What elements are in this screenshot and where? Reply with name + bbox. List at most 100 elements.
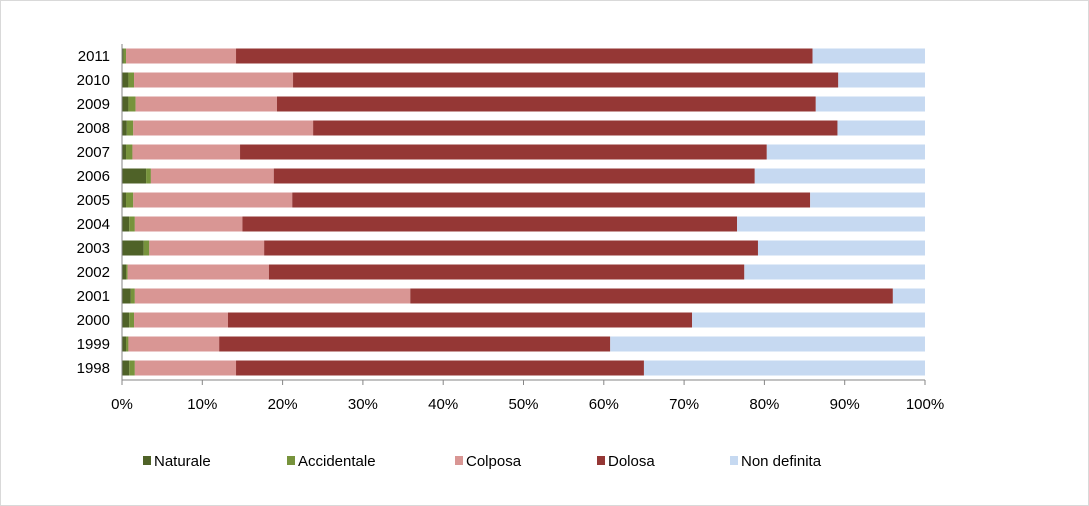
bar-segment-colposa-2004 [134,216,243,232]
legend: Naturale Accidentale Colposa Dolosa Non defi… [143,453,822,470]
bar-segment-naturale-2010 [122,72,129,88]
y-tick-labels: 2011 2010 2009 2008 2007 2006 2005 2004 2003 2002… [77,48,110,377]
y-tick-label: 1999 [77,336,110,353]
bar-segment-dolosa-2010 [293,72,839,88]
bar-segment-non-definita-2004 [737,216,925,232]
y-tick-label: 2002 [77,264,110,281]
bar-segment-naturale-2006 [122,168,147,184]
bar-segment-dolosa-2000 [228,312,693,328]
bar-segment-dolosa-1999 [219,336,611,352]
y-tick-label: 2008 [77,120,110,137]
legend-swatch-non-definita [730,456,738,465]
bar-segment-non-definita-2005 [810,192,925,208]
bars-group [122,48,926,376]
bar-segment-accidentale-2004 [129,216,135,232]
y-tick-label: 2004 [77,216,110,233]
bar-segment-dolosa-2002 [268,264,745,280]
bar-segment-colposa-1999 [128,336,220,352]
bar-segment-accidentale-1999 [126,336,129,352]
bar-segment-non-definita-2006 [754,168,925,184]
bar-segment-colposa-2003 [149,240,265,256]
bar-segment-naturale-1998 [122,360,130,376]
legend-label-colposa: Colposa [466,453,522,470]
legend-swatch-naturale [143,456,151,465]
y-tick-label: 2005 [77,192,110,209]
bar-segment-non-definita-2007 [766,144,925,160]
bar-segment-colposa-2008 [133,120,314,136]
legend-label-dolosa: Dolosa [608,453,655,470]
bar-segment-non-definita-2003 [757,240,925,256]
bar-segment-non-definita-1998 [643,360,925,376]
y-tick-label: 1998 [77,360,110,377]
bar-segment-non-definita-2008 [837,120,925,136]
x-tick-label: 50% [508,396,538,413]
y-tick-label: 2000 [77,312,110,329]
bar-segment-accidentale-1998 [129,360,135,376]
bar-segment-colposa-2005 [133,192,293,208]
bar-segment-accidentale-2001 [130,288,135,304]
bar-segment-colposa-2011 [126,48,237,64]
bar-segment-colposa-2007 [132,144,241,160]
legend-swatch-accidentale [287,456,295,465]
bar-segment-non-definita-2009 [815,96,925,112]
bar-segment-accidentale-2007 [126,144,133,160]
bar-segment-naturale-2005 [122,192,127,208]
bar-segment-colposa-2001 [134,288,411,304]
y-tick-label: 2006 [77,168,110,185]
y-tick-label: 2010 [77,72,110,89]
bar-segment-accidentale-2006 [146,168,151,184]
bar-segment-accidentale-2011 [123,48,127,64]
bar-segment-non-definita-2001 [892,288,925,304]
bar-segment-dolosa-2001 [410,288,893,304]
bar-segment-naturale-2004 [122,216,130,232]
x-tick-label: 40% [428,396,458,413]
bar-segment-dolosa-2009 [276,96,816,112]
bar-segment-accidentale-2000 [129,312,135,328]
bar-segment-non-definita-2002 [744,264,926,280]
legend-swatch-dolosa [597,456,605,465]
bar-segment-dolosa-2006 [273,168,755,184]
bar-segment-dolosa-1998 [236,360,644,376]
bar-segment-non-definita-2000 [692,312,925,328]
x-tick-label: 10% [187,396,217,413]
bar-segment-naturale-2007 [122,144,127,160]
bar-segment-accidentale-2008 [126,120,134,136]
x-tick-label: 100% [906,396,944,413]
y-tick-label: 2001 [77,288,110,305]
bar-segment-colposa-2000 [134,312,228,328]
legend-swatch-colposa [455,456,463,465]
bar-segment-naturale-2003 [122,240,144,256]
bar-segment-accidentale-2002 [126,264,128,280]
x-tick-label: 60% [589,396,619,413]
bar-segment-colposa-1998 [134,360,237,376]
bar-segment-non-definita-2011 [812,48,925,64]
bar-segment-dolosa-2004 [242,216,738,232]
x-tick-label: 0% [111,396,133,413]
bar-segment-naturale-2000 [122,312,130,328]
y-tick-label: 2009 [77,96,110,113]
x-tick-labels: 0% 10% 20% 30% 40% 50% 60% 70% 80% 90% 100% [111,380,944,413]
bar-segment-naturale-2002 [122,264,127,280]
bar-segment-colposa-2009 [135,96,277,112]
bar-segment-accidentale-2003 [143,240,150,256]
bar-segment-non-definita-1999 [610,336,925,352]
x-tick-label: 30% [348,396,378,413]
x-tick-label: 70% [669,396,699,413]
bar-segment-naturale-1999 [122,336,127,352]
bar-segment-dolosa-2003 [264,240,758,256]
bar-segment-colposa-2006 [150,168,274,184]
bar-segment-colposa-2002 [127,264,269,280]
bar-segment-non-definita-2010 [838,72,925,88]
y-tick-label: 2011 [78,48,110,65]
y-tick-label: 2003 [77,240,110,257]
bar-segment-dolosa-2005 [292,192,811,208]
y-tick-label: 2007 [77,144,110,161]
legend-label-naturale: Naturale [154,453,211,470]
bar-segment-naturale-2011 [122,48,124,64]
bar-segment-accidentale-2009 [128,96,136,112]
bar-segment-accidentale-2010 [128,72,135,88]
legend-label-non-definita: Non definita [741,453,822,470]
legend-label-accidentale: Accidentale [298,453,376,470]
bar-segment-colposa-2010 [134,72,294,88]
